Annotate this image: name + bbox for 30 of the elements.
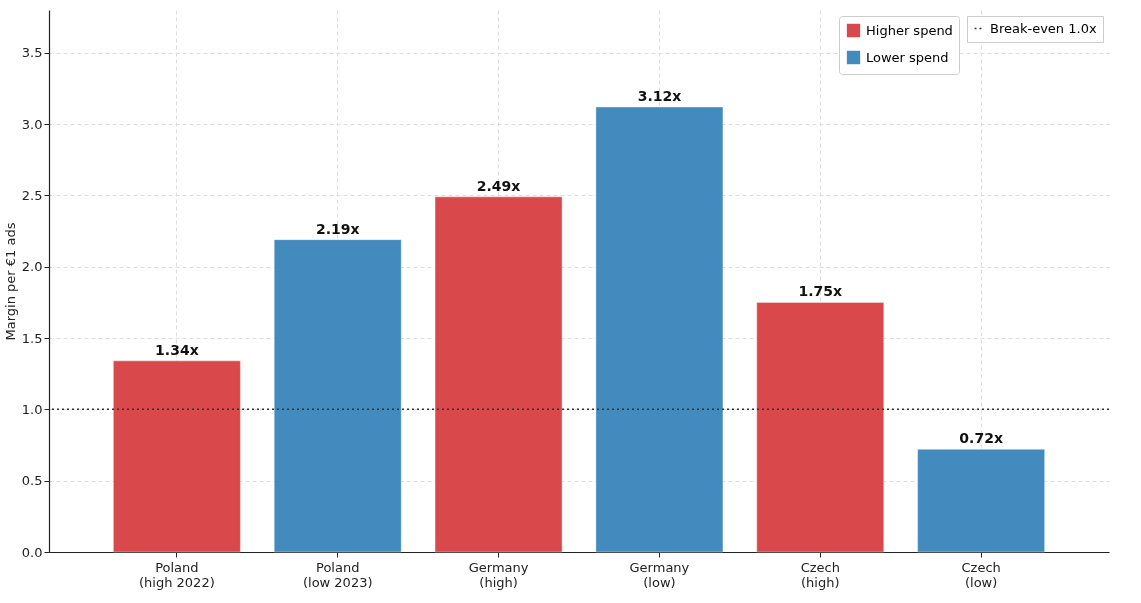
data-label: 0.72x [959,430,1003,447]
y-tick-label: 3.5 [21,45,43,61]
y-axis-title: Margin per €1 ads [2,222,18,341]
legend-label: Break-even 1.0x [990,20,1097,36]
bar [595,106,724,553]
x-tick-label: Poland (low 2023) [302,559,373,590]
data-label: 1.75x [798,283,843,300]
y-tick-label: 2.0 [21,259,43,275]
y-tick-label: 1.0 [21,401,43,417]
data-label: 3.12x [637,87,682,104]
bar [917,448,1046,553]
y-tick-label: 0.0 [21,544,43,560]
x-tick-label: Germany (low) [629,559,690,590]
legend-label: Higher spend [866,22,953,38]
data-label: 2.49x [476,177,521,194]
bar [756,301,885,553]
x-tick-label: Germany (high) [468,559,529,590]
data-label: 1.34x [155,341,199,358]
x-tick-label: Czech (high) [800,559,840,590]
x-tick-label: Czech (low) [961,559,1001,590]
x-tick-label: Poland (high 2022) [139,559,215,590]
bar [434,196,563,553]
y-tick-label: 0.5 [21,473,43,489]
data-label: 2.19x [315,220,360,237]
bar [273,239,402,553]
bar [112,360,241,553]
y-tick-label: 3.0 [21,116,43,132]
y-tick-label: 2.5 [21,187,43,203]
y-tick-label: 1.5 [21,330,43,346]
legend-label: Lower spend [866,49,949,65]
